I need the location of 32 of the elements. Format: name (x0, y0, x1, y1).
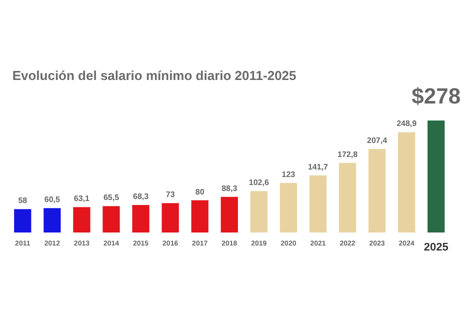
bar (132, 204, 150, 232)
bar (338, 162, 356, 232)
bar (14, 209, 32, 232)
chart-title: Evolución del salario mínimo diario 2011-2025 (12, 68, 296, 83)
data-label: 58 (18, 196, 28, 206)
bar (428, 120, 445, 232)
data-label: 80 (195, 187, 205, 196)
data-label: 63,1 (74, 194, 90, 204)
bar (191, 200, 208, 232)
data-label: 60,5 (44, 195, 61, 204)
data-label: 123 (282, 170, 296, 179)
bar (250, 191, 268, 232)
data-label: 172,8 (338, 150, 358, 159)
data-label: 141,7 (308, 162, 329, 172)
bar (309, 175, 327, 232)
data-label: 68,3 (132, 192, 150, 201)
data-label: 207,4 (367, 136, 388, 145)
bar (220, 196, 238, 232)
data-label: $278 (412, 84, 461, 108)
bar (44, 208, 61, 232)
data-label: 73 (166, 190, 176, 200)
bar (162, 203, 179, 232)
bar (398, 132, 416, 232)
bar (280, 182, 298, 232)
bar (102, 206, 120, 232)
bar (368, 148, 386, 232)
data-label: 102,6 (248, 178, 270, 188)
x-tick-label: 2025 (424, 242, 448, 254)
bar (73, 207, 90, 232)
data-label: 248,9 (396, 119, 418, 128)
data-label: 88,3 (222, 184, 238, 193)
data-label: 65,5 (103, 193, 120, 202)
